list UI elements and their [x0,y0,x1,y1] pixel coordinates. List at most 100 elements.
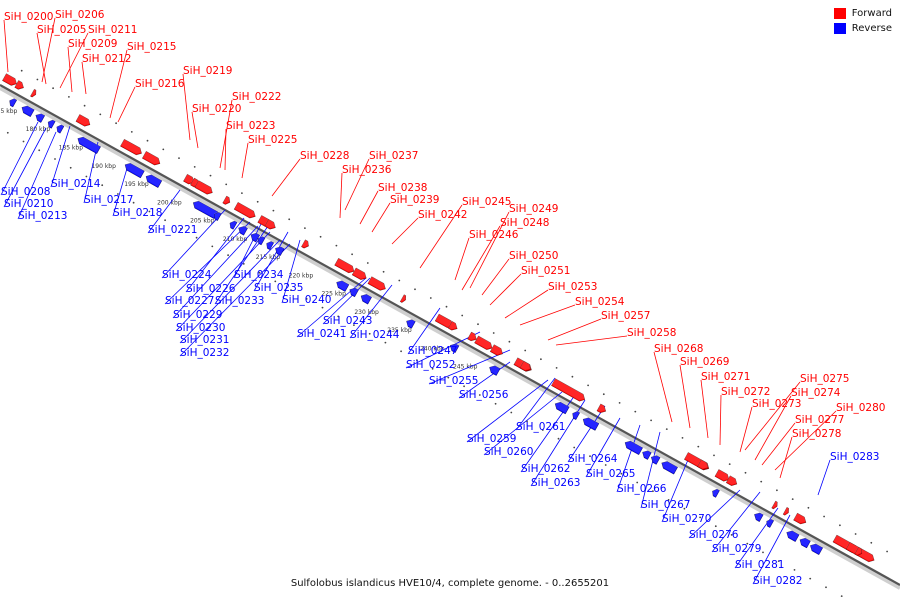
gene-arrow-forward-13[interactable] [264,218,276,230]
label-SiH_0251[interactable]: SiH_0251 [521,265,570,277]
gene-arrow-forward-22[interactable] [474,334,493,350]
label-SiH_0257[interactable]: SiH_0257 [601,310,650,322]
label-SiH_0260[interactable]: SiH_0260 [484,446,533,458]
label-SiH_0283[interactable]: SiH_0283 [830,451,879,463]
label-SiH_0218[interactable]: SiH_0218 [113,207,162,219]
gene-arrow-forward-11[interactable] [233,201,256,219]
label-SiH_0200[interactable]: SiH_0200 [4,11,53,23]
gene-arrow-forward-9[interactable] [194,179,213,195]
gene-arrow-reverse-22[interactable] [489,364,501,376]
label-SiH_0258[interactable]: SiH_0258 [627,327,676,339]
label-SiH_0239[interactable]: SiH_0239 [390,194,439,206]
label-SiH_0221[interactable]: SiH_0221 [148,224,197,236]
gene-arrow-reverse-27[interactable] [642,449,652,460]
gene-arrow-reverse-2[interactable] [21,104,35,118]
label-SiH_0248[interactable]: SiH_0248 [500,217,549,229]
label-SiH_0250[interactable]: SiH_0250 [509,250,558,262]
gene-arrow-reverse-11[interactable] [229,220,238,230]
label-SiH_0269[interactable]: SiH_0269 [680,356,729,368]
gene-arrow-reverse-26[interactable] [624,440,643,456]
label-SiH_0240[interactable]: SiH_0240 [282,294,331,306]
gene-arrow-forward-30[interactable] [714,468,730,482]
gene-arrow-reverse-28[interactable] [651,454,661,465]
gene-arrow-reverse-33[interactable] [786,529,800,542]
gene-arrow-reverse-7[interactable] [124,162,145,179]
gene-arrow-reverse-1[interactable] [9,97,18,108]
gene-arrow-forward-26[interactable] [551,377,585,402]
label-SiH_0246[interactable]: SiH_0246 [469,229,519,241]
label-SiH_0217[interactable]: SiH_0217 [84,194,133,206]
label-SiH_0265[interactable]: SiH_0265 [586,468,635,480]
gene-arrow-forward-20[interactable] [447,320,458,331]
gene-arrow-forward-37[interactable] [854,546,863,556]
label-SiH_0261[interactable]: SiH_0261 [516,421,565,433]
label-SiH_0279[interactable]: SiH_0279 [712,543,761,555]
gene-arrow-forward-34[interactable] [793,512,807,525]
label-SiH_0209[interactable]: SiH_0209 [68,38,117,50]
gene-arrow-reverse-31[interactable] [754,511,764,523]
gene-arrow-forward-18[interactable] [399,293,406,303]
gene-arrow-reverse-35[interactable] [810,542,824,556]
label-SiH_0212[interactable]: SiH_0212 [82,53,131,65]
label-SiH_0234[interactable]: SiH_0234 [234,269,284,281]
gene-arrow-forward-14[interactable] [301,238,309,249]
legend-reverse[interactable]: Reverse [833,23,892,34]
gene-arrow-forward-21[interactable] [467,331,477,342]
label-SiH_0253[interactable]: SiH_0253 [548,281,597,293]
label-SiH_0213[interactable]: SiH_0213 [18,210,67,222]
gene-arrow-reverse-24[interactable] [572,410,581,421]
gene-arrow-forward-32[interactable] [771,500,778,510]
label-SiH_0282[interactable]: SiH_0282 [753,575,802,587]
label-SiH_0268[interactable]: SiH_0268 [654,343,703,355]
label-SiH_0276[interactable]: SiH_0276 [689,529,739,541]
gene-arrow-reverse-3[interactable] [35,112,46,123]
gene-arrow-reverse-4[interactable] [47,119,56,129]
label-SiH_0247[interactable]: SiH_0247 [408,345,457,357]
gene-arrow-forward-15[interactable] [334,257,355,274]
label-SiH_0227[interactable]: SiH_0227 [165,295,214,307]
label-SiH_0243[interactable]: SiH_0243 [323,315,372,327]
label-SiH_0238[interactable]: SiH_0238 [378,182,427,194]
gene-arrow-reverse-10[interactable] [214,211,222,221]
gene-arrow-forward-31[interactable] [725,474,738,486]
label-SiH_0271[interactable]: SiH_0271 [701,371,750,383]
gene-arrow-forward-23[interactable] [489,343,503,356]
label-SiH_0264[interactable]: SiH_0264 [568,453,618,465]
gene-arrow-reverse-18[interactable] [349,287,359,298]
label-SiH_0249[interactable]: SiH_0249 [509,203,558,215]
label-SiH_0244[interactable]: SiH_0244 [350,329,400,341]
label-SiH_0215[interactable]: SiH_0215 [127,41,176,53]
gene-arrow-reverse-13[interactable] [250,232,261,243]
label-SiH_0222[interactable]: SiH_0222 [232,91,281,103]
label-SiH_0242[interactable]: SiH_0242 [418,209,467,221]
label-SiH_0233[interactable]: SiH_0233 [215,295,264,307]
label-SiH_0229[interactable]: SiH_0229 [173,309,222,321]
label-SiH_0245[interactable]: SiH_0245 [462,196,511,208]
label-SiH_0219[interactable]: SiH_0219 [183,65,232,77]
label-SiH_0263[interactable]: SiH_0263 [531,477,580,489]
gene-arrow-reverse-20[interactable] [406,318,416,329]
label-SiH_0214[interactable]: SiH_0214 [51,178,101,190]
label-SiH_0262[interactable]: SiH_0262 [521,463,570,475]
label-SiH_0206[interactable]: SiH_0206 [55,9,105,21]
gene-arrow-reverse-17[interactable] [336,279,350,292]
label-SiH_0252[interactable]: SiH_0252 [406,359,455,371]
label-SiH_0259[interactable]: SiH_0259 [467,433,516,445]
gene-arrow-reverse-19[interactable] [360,293,372,305]
gene-arrow-reverse-15[interactable] [266,240,275,251]
gene-arrow-forward-10[interactable] [222,195,231,205]
label-SiH_0275[interactable]: SiH_0275 [800,373,849,385]
gene-arrow-forward-2[interactable] [14,79,24,90]
label-SiH_0254[interactable]: SiH_0254 [575,296,625,308]
label-SiH_0205[interactable]: SiH_0205 [37,24,86,36]
gene-arrow-forward-3[interactable] [30,88,37,98]
gene-arrow-forward-27[interactable] [596,402,606,413]
gene-arrow-reverse-29[interactable] [661,460,678,475]
label-SiH_0277[interactable]: SiH_0277 [795,414,844,426]
label-SiH_0210[interactable]: SiH_0210 [4,198,53,210]
gene-arrow-reverse-14[interactable] [257,235,266,246]
label-SiH_0220[interactable]: SiH_0220 [192,103,241,115]
label-SiH_0231[interactable]: SiH_0231 [180,334,229,346]
label-SiH_0270[interactable]: SiH_0270 [662,513,711,525]
gene-arrow-forward-33[interactable] [782,506,789,516]
